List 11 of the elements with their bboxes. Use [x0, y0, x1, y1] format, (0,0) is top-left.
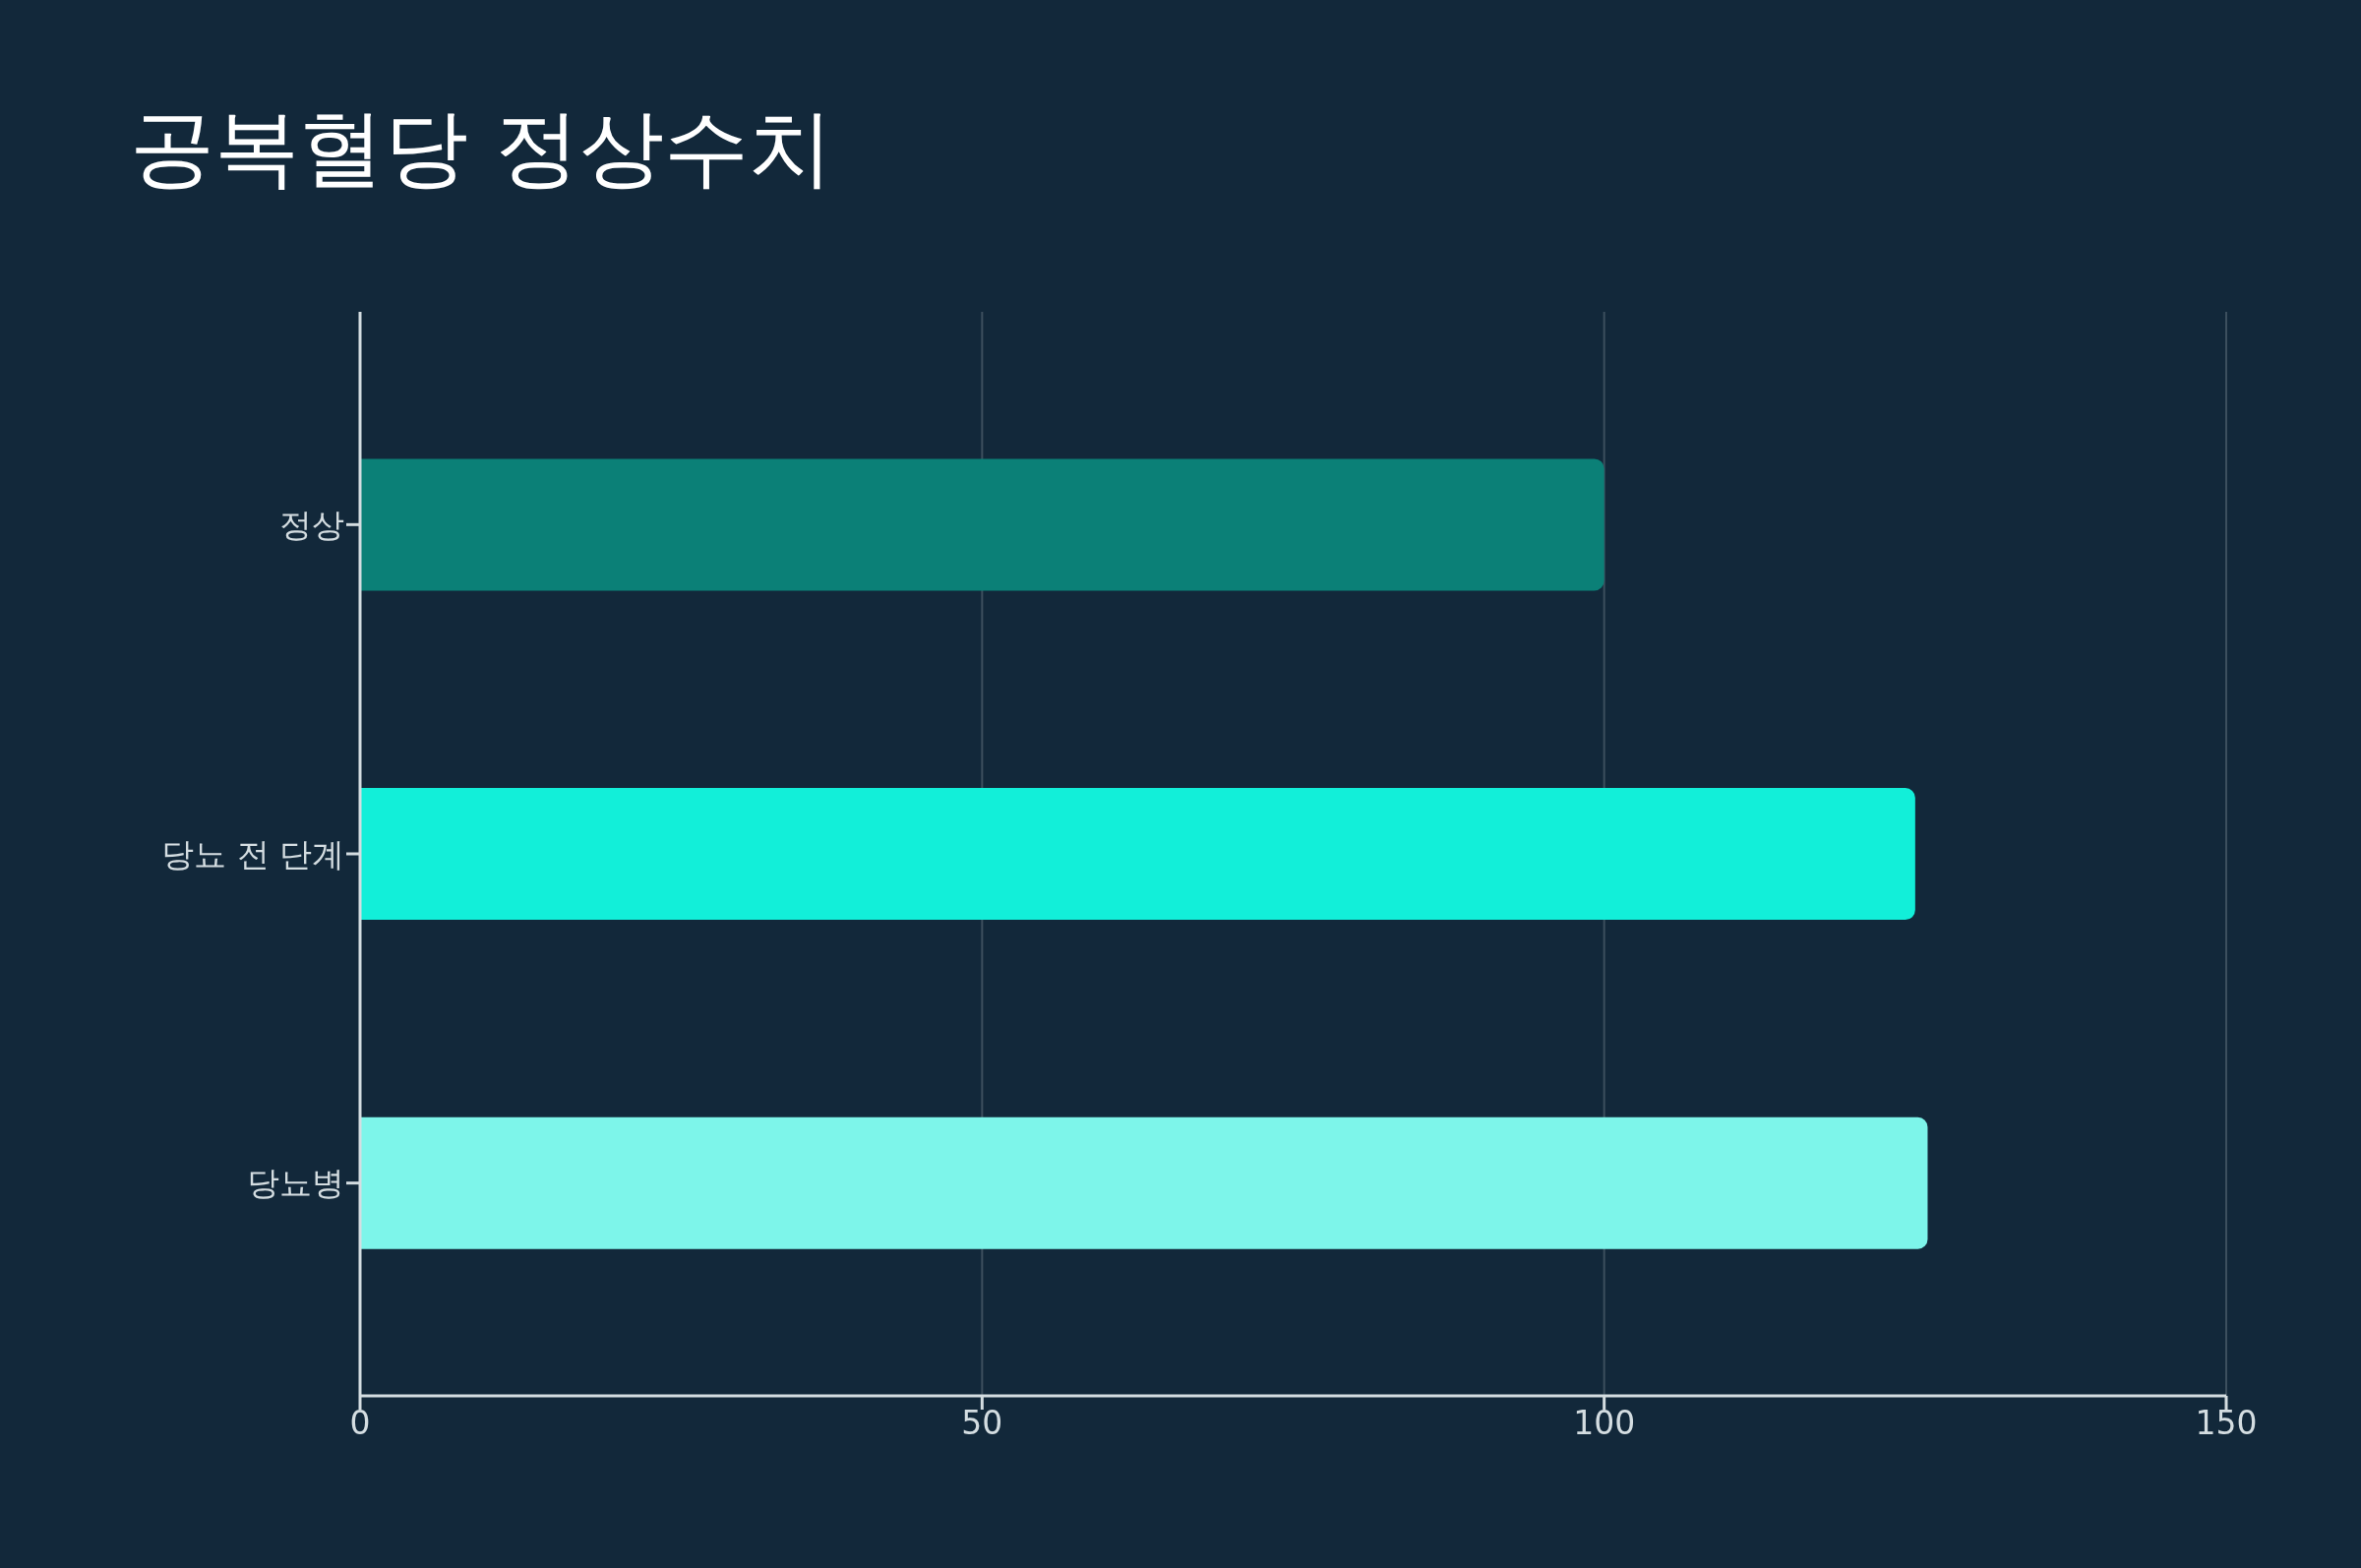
- y-tick-label: 당뇨 전 단계: [161, 834, 344, 874]
- x-tick-label: 0: [349, 1404, 371, 1443]
- chart-title: 공복혈당 정상수치: [130, 97, 834, 199]
- x-tick-label: 150: [2195, 1404, 2258, 1443]
- y-tick-label: 당뇨병: [247, 1164, 344, 1203]
- bar: [360, 458, 1604, 591]
- y-tick-label: 정상: [279, 506, 344, 545]
- x-tick-label: 100: [1573, 1404, 1636, 1443]
- bar: [360, 1116, 1928, 1249]
- bar: [360, 788, 1915, 921]
- x-tick-label: 50: [961, 1404, 1003, 1443]
